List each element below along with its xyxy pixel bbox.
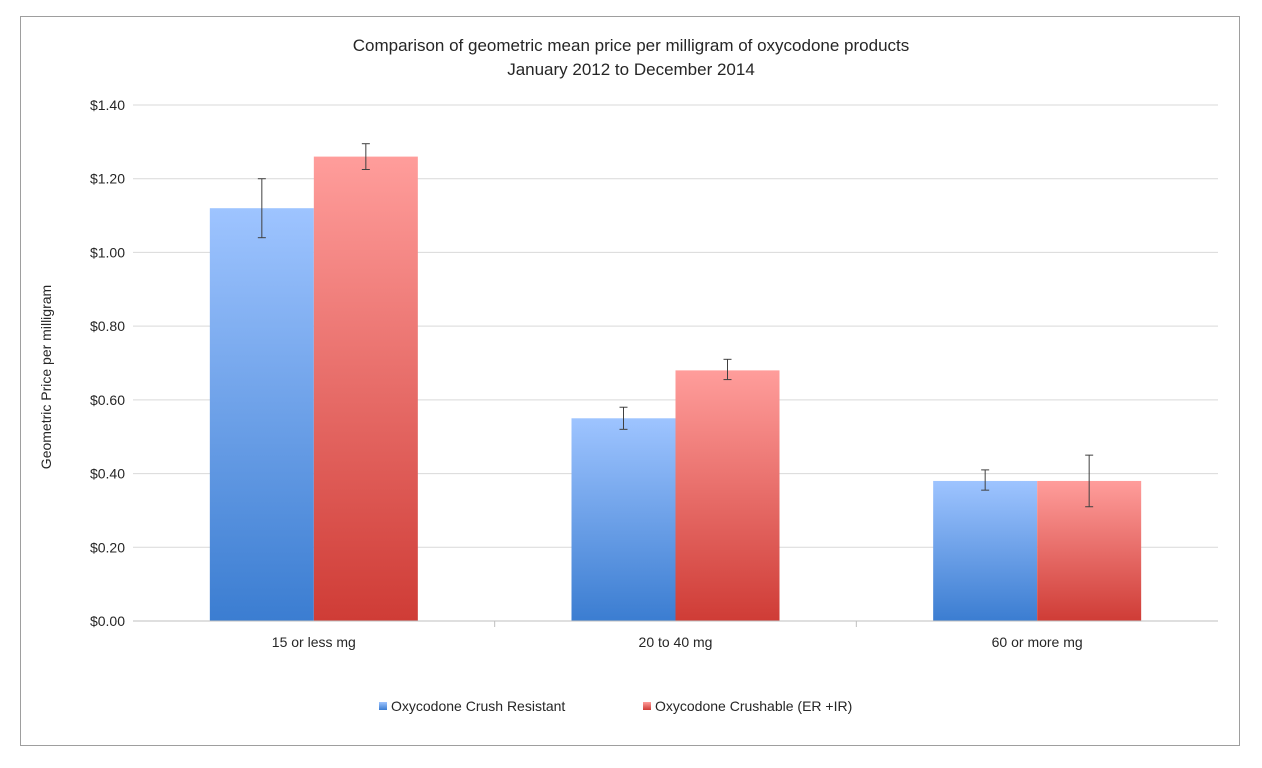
bar xyxy=(571,418,676,621)
legend-label: Oxycodone Crushable (ER +IR) xyxy=(655,698,852,714)
bar xyxy=(675,370,780,621)
chart-subtitle: January 2012 to December 2014 xyxy=(507,60,755,79)
x-tick-label: 20 to 40 mg xyxy=(639,634,713,650)
y-tick-label: $1.20 xyxy=(90,171,125,187)
chart-frame: Comparison of geometric mean price per m… xyxy=(20,16,1240,746)
x-tick-label: 15 or less mg xyxy=(272,634,356,650)
x-tick-label: 60 or more mg xyxy=(992,634,1083,650)
y-tick-label: $0.60 xyxy=(90,392,125,408)
bar xyxy=(313,156,418,621)
y-tick-label: $1.40 xyxy=(90,97,125,113)
y-tick-label: $0.00 xyxy=(90,613,125,629)
bars xyxy=(209,156,1142,621)
legend-swatch xyxy=(643,702,651,710)
x-axis xyxy=(133,620,1218,627)
error-bars xyxy=(257,143,1094,508)
y-tick-label: $1.00 xyxy=(90,244,125,260)
chart-title: Comparison of geometric mean price per m… xyxy=(353,36,910,55)
legend-swatch xyxy=(379,702,387,710)
legend: Oxycodone Crush Resistant Oxycodone Crush… xyxy=(379,698,852,714)
x-axis-ticks: 15 or less mg 20 to 40 mg 60 or more mg xyxy=(272,634,1083,650)
y-axis-ticks: $0.00 $0.20 $0.40 $0.60 $0.80 $1.00 $1.20 $1.40 xyxy=(90,97,125,629)
legend-label: Oxycodone Crush Resistant xyxy=(391,698,565,714)
y-tick-label: $0.40 xyxy=(90,466,125,482)
y-axis-label: Geometric Price per milligram xyxy=(38,285,54,469)
bar xyxy=(209,208,314,621)
bar-chart: Comparison of geometric mean price per m… xyxy=(38,36,1218,714)
y-tick-label: $0.80 xyxy=(90,318,125,334)
bar xyxy=(933,480,1038,621)
y-tick-label: $0.20 xyxy=(90,539,125,555)
